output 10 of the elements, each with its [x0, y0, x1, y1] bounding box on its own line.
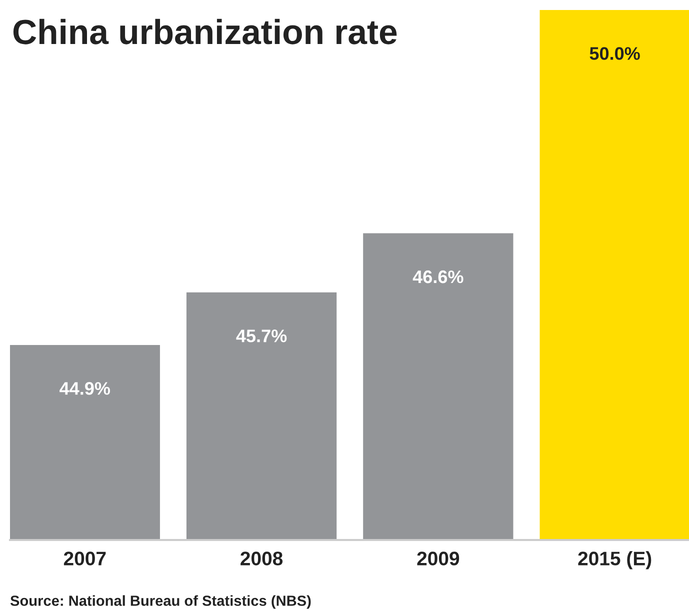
- chart-title: China urbanization rate: [13, 18, 397, 44]
- data-label: 50.0%: [590, 47, 640, 60]
- x-tick-label: 2007: [64, 552, 106, 566]
- data-label: 45.7%: [236, 330, 287, 342]
- x-tick-label: 2008: [240, 552, 283, 566]
- x-tick-label: 2015 (E): [578, 551, 652, 570]
- data-label: 46.6%: [412, 270, 464, 284]
- source-note: Source: National Bureau of Statistics (NBS): [10, 595, 311, 609]
- x-tick-label: 2009: [417, 552, 460, 566]
- data-label: 44.9%: [60, 382, 110, 395]
